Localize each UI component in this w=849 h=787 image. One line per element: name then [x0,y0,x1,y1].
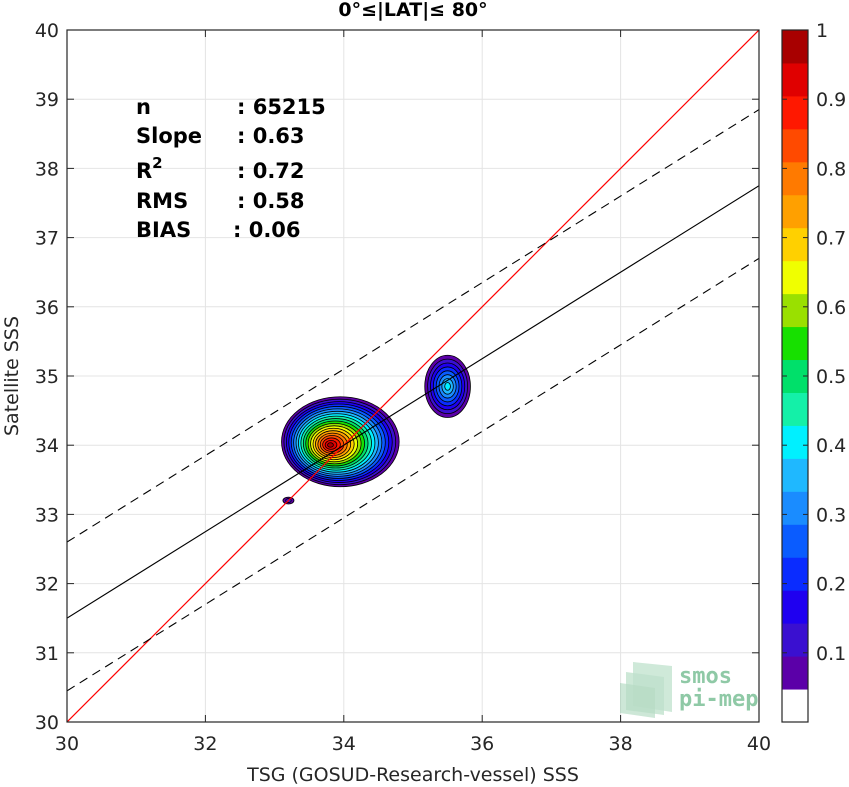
colorbar-segment [782,95,808,130]
x-tick-label: 38 [609,733,633,755]
stat-value-n: : 65215 [237,95,326,119]
stat-label-r-sup: 2 [152,154,162,172]
colorbar-segment [782,392,808,426]
stat-label-slope: Slope [136,124,202,148]
density-contour-main [327,442,334,448]
colorbar-tick-label: 1 [816,20,828,42]
colorbar-segment [782,524,808,558]
stat-value-slope: : 0.63 [237,124,305,148]
colorbar-tick-label: 0.7 [816,228,846,250]
stat-label-bias: BIAS [136,218,191,242]
logo-line-1: smos [679,664,732,689]
identity-line [67,30,759,722]
density-contours [281,354,471,505]
colorbar-tick-label: 0.8 [816,158,846,180]
density-contour-secondary [444,382,451,391]
colorbar-tick-label: 0.5 [816,366,846,388]
y-tick-label: 36 [35,297,59,319]
colorbar-segment [782,30,808,64]
x-tick-label: 40 [747,733,771,755]
colorbar-segment [782,656,808,690]
chart-title: 0°≤|LAT|≤ 80° [338,0,487,21]
y-tick-label: 31 [35,643,59,665]
colorbar-segment [782,194,808,229]
stat-label-n: n [136,95,151,119]
smos-pimep-logo: smos pi-mep [620,662,758,718]
colorbar-segment [782,491,808,525]
colorbar-segment [782,557,808,591]
lower-band-line [67,257,759,692]
logo-graphic [620,662,672,718]
colorbar-tick-label: 0.3 [816,504,846,526]
y-tick-label: 37 [35,228,59,250]
colorbar-segment [782,260,808,295]
colorbar-segment [782,689,808,723]
x-axis-ticks: 30 32 34 36 38 40 [55,30,771,755]
stat-label-r: R [136,159,152,183]
colorbar-segment [782,62,808,97]
y-tick-label: 40 [35,20,59,42]
colorbar-segment [782,458,808,492]
upper-band-line [67,109,759,543]
colorbar-segment [782,326,808,361]
colorbar-tick-label: 0.1 [816,643,846,665]
y-tick-label: 39 [35,89,59,111]
y-tick-label: 35 [35,366,59,388]
x-tick-label: 36 [470,733,494,755]
colorbar-segment [782,590,808,624]
y-tick-label: 34 [35,435,59,457]
x-tick-label: 34 [332,733,356,755]
x-tick-label: 30 [55,733,79,755]
colorbar-segment [782,623,808,657]
colorbar-tick-label: 0.6 [816,297,846,319]
statistics-block: n : 65215 Slope : 0.63 R2 : 0.72 RMS : 0… [136,95,326,242]
y-tick-label: 38 [35,158,59,180]
stat-value-rms: : 0.58 [237,189,305,213]
grid [66,29,760,723]
stat-value-bias: : 0.06 [233,218,301,242]
x-tick-label: 32 [193,733,217,755]
y-tick-label: 33 [35,504,59,526]
colorbar-segment [782,128,808,163]
stat-label-r2: R2 [136,154,163,183]
colorbar-segment [782,425,808,459]
colorbar-segment [782,293,808,328]
y-axis-label: Satellite SSS [1,316,23,436]
colorbar-ticks: 0.1 0.2 0.3 0.4 0.5 0.6 0.7 0.8 0.9 1 [782,20,846,665]
colorbar [782,30,808,723]
colorbar-tick-label: 0.9 [816,89,846,111]
y-tick-label: 30 [35,712,59,734]
reference-lines [67,30,759,722]
colorbar-tick-label: 0.2 [816,574,846,596]
stat-value-r2: : 0.72 [237,159,305,183]
x-axis-label: TSG (GOSUD-Research-vessel) SSS [246,764,579,786]
colorbar-segment [782,227,808,262]
y-axis-ticks: 30 31 32 33 34 35 36 37 38 39 40 [35,20,759,734]
stat-label-rms: RMS [136,189,188,213]
colorbar-tick-label: 0.4 [816,435,846,457]
regression-line [67,185,759,619]
y-tick-label: 32 [35,574,59,596]
colorbar-segment [782,161,808,196]
logo-line-2: pi-mep [679,687,758,712]
